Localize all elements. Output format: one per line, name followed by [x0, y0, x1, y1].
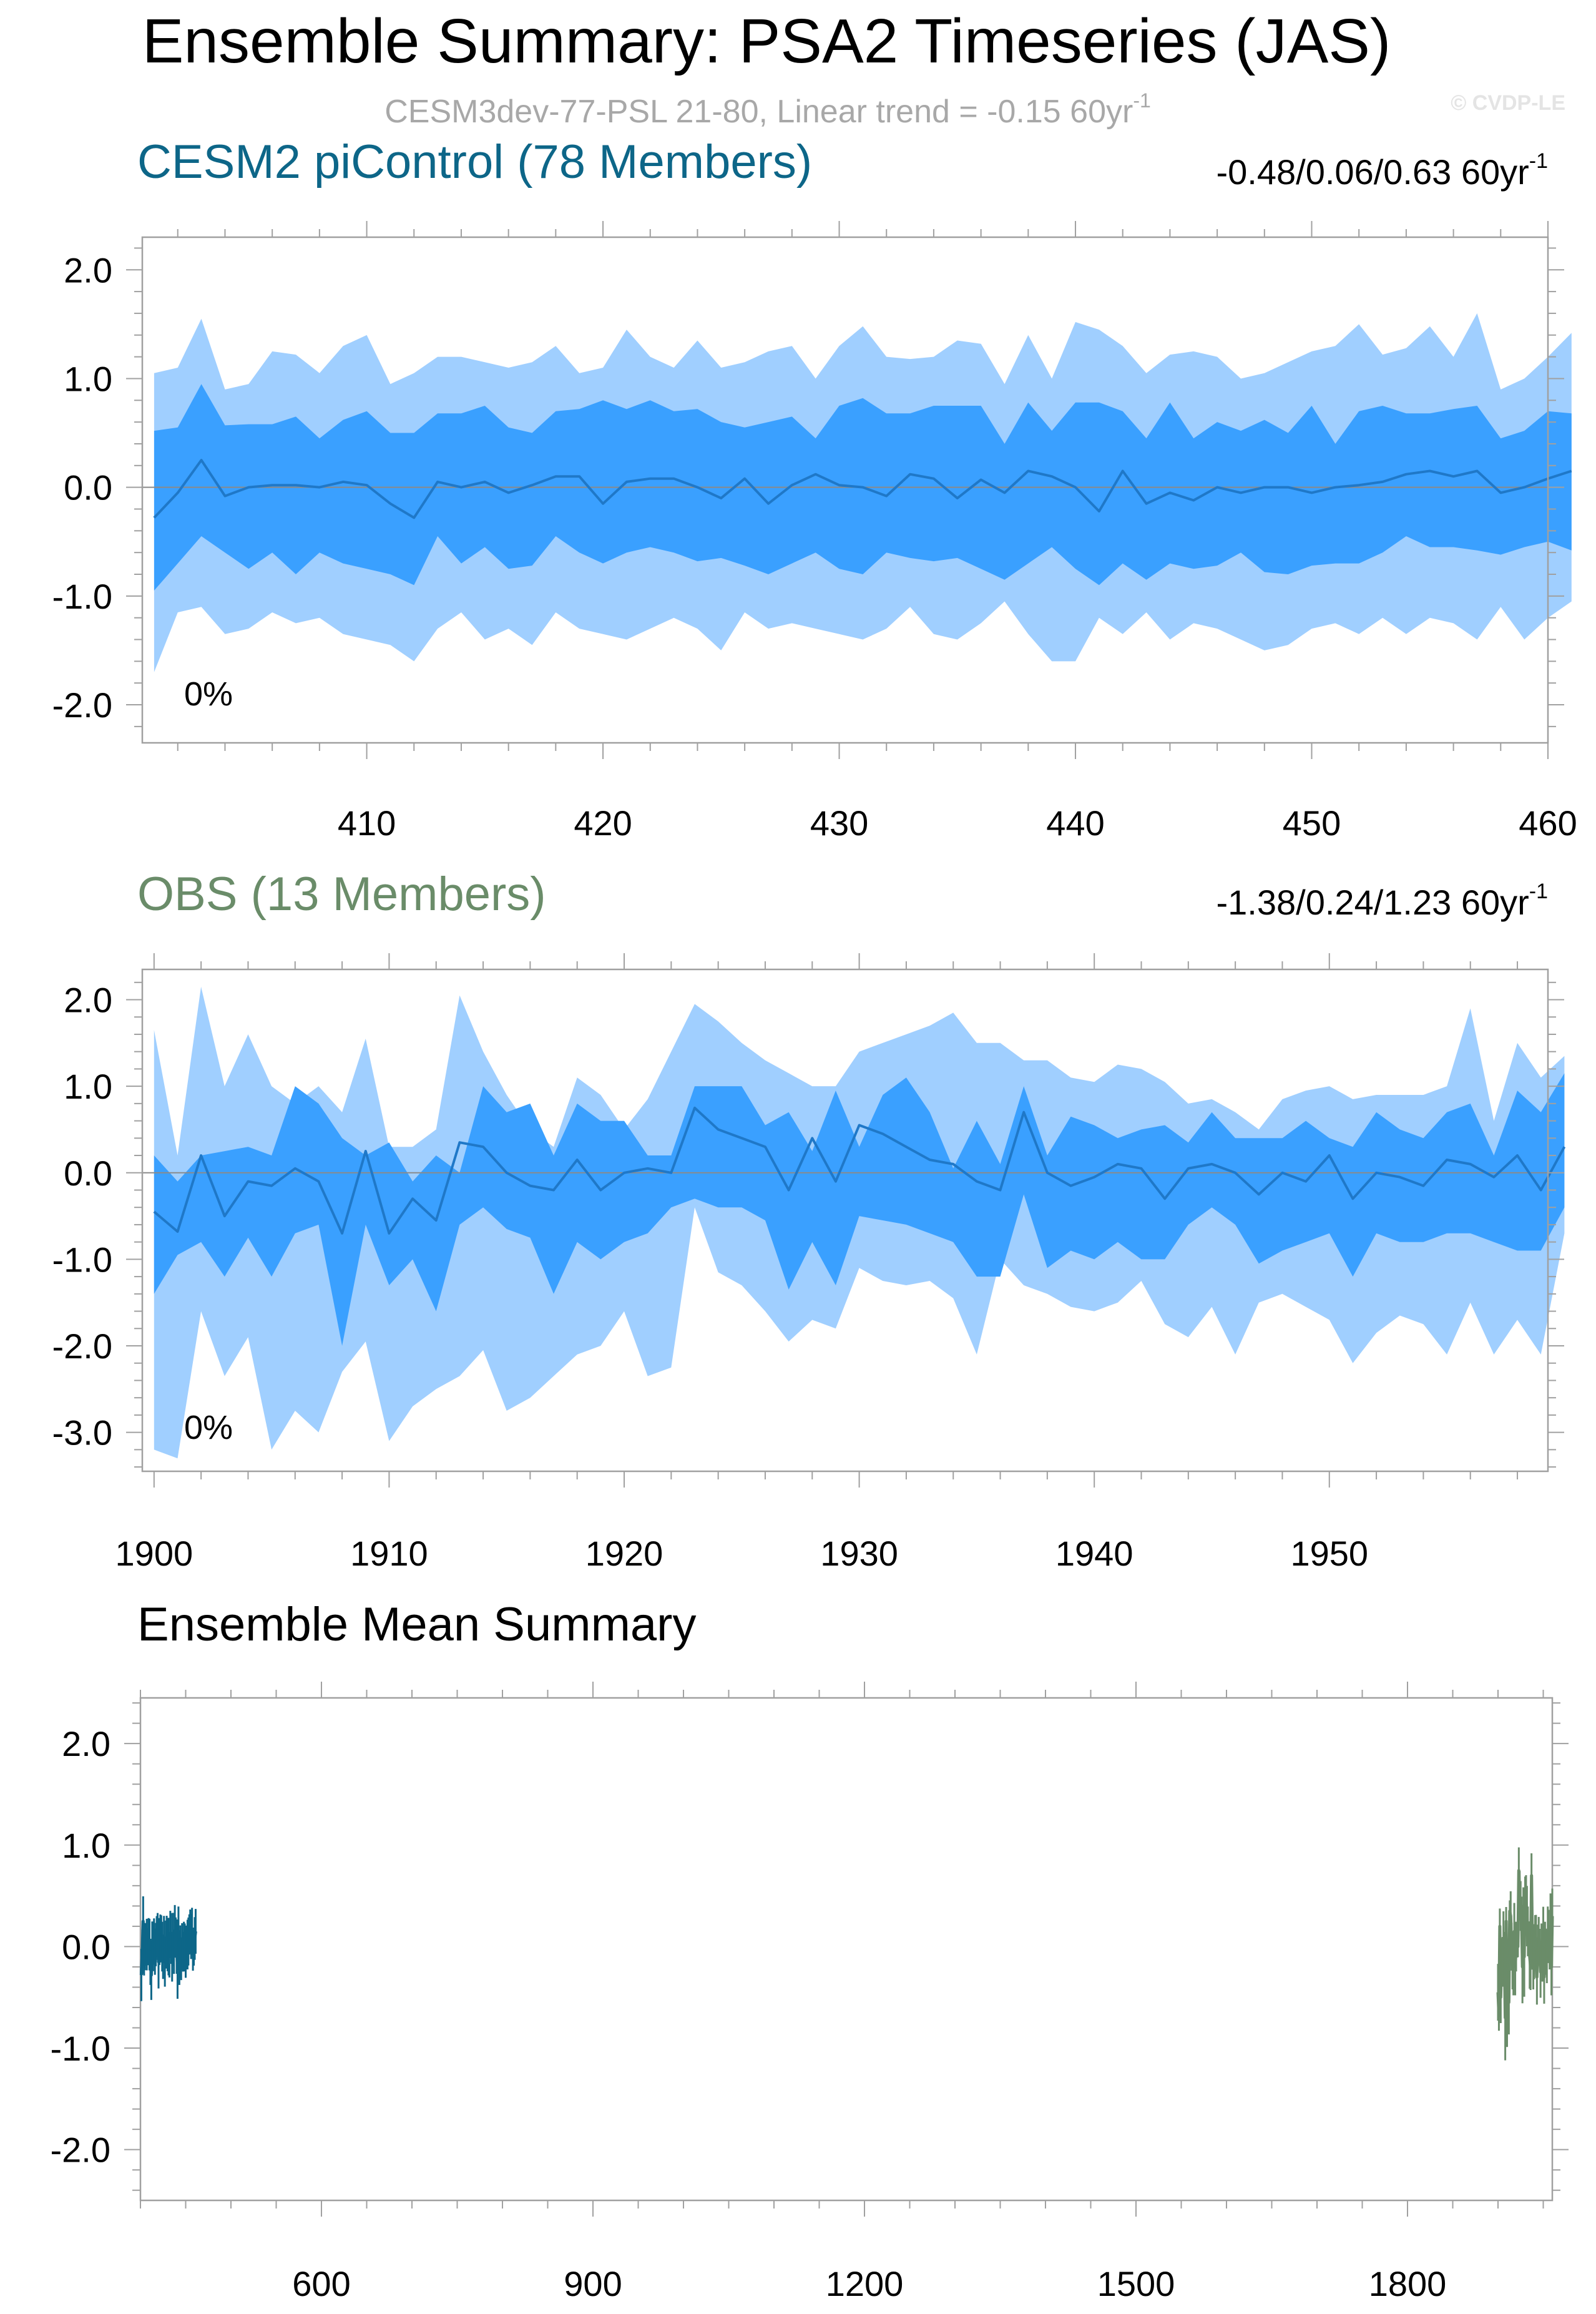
panel3-title: Ensemble Mean Summary — [137, 1598, 696, 1651]
cesm2-percent-label: 0% — [184, 675, 233, 713]
cesm2-xtick-label: 420 — [574, 803, 632, 843]
obs-ytick-label: -1.0 — [52, 1240, 113, 1279]
ensemble-xtick-label: 600 — [292, 2264, 350, 2303]
panel1-trend: -0.48/0.06/0.63 60yr-1 — [1217, 149, 1548, 192]
ensemble-ytick-label: -1.0 — [51, 2029, 111, 2068]
subtitle-superscript: -1 — [1133, 89, 1150, 112]
panel1-trend-text: -0.48/0.06/0.63 60yr — [1217, 152, 1529, 192]
obs-ytick-label: 0.0 — [64, 1154, 112, 1193]
cesm2-xtick-label: 460 — [1519, 803, 1577, 843]
cesm2-ytick-label: 2.0 — [64, 250, 112, 290]
ensemble-ytick-label: 0.0 — [62, 1927, 110, 1966]
panel1-trend-sup: -1 — [1529, 149, 1548, 173]
figure-title: Ensemble Summary: PSA2 Timeseries (JAS) — [142, 6, 1391, 76]
obs-xtick-label: 1920 — [585, 1534, 663, 1573]
panel-obs: 2.0 1.0 0.0 -1.0 -2.0 -3.0 1900 1910 1920 1930 194… — [52, 953, 1566, 1573]
cesm2-ytick-label: 0.0 — [64, 468, 112, 507]
ensemble-xtick-label: 900 — [564, 2264, 622, 2303]
cesm2-ytick-label: -2.0 — [52, 685, 113, 725]
figure-subtitle: CESM3dev-77-PSL 21-80, Linear trend = -0… — [384, 89, 1151, 130]
cesm2-xtick-label: 450 — [1283, 803, 1341, 843]
cesm2-ytick-label: 1.0 — [64, 359, 112, 398]
panel2-trend: -1.38/0.24/1.23 60yr-1 — [1217, 880, 1548, 922]
cesm2-xtick-label: 430 — [810, 803, 868, 843]
cesm2-mean-line — [153, 459, 1572, 519]
obs-xtick-label: 1950 — [1290, 1534, 1368, 1573]
obs-xtick-label: 1930 — [820, 1534, 898, 1573]
cesm2-plot-frame — [141, 236, 1549, 744]
panel-ensemble-mean: 2.0 1.0 0.0 -1.0 -2.0 600 900 1200 1500 1800 — [51, 1682, 1569, 2303]
ensemble-plot-frame — [139, 1697, 1554, 2202]
panel-cesm2-picontrol: 2.0 1.0 0.0 -1.0 -2.0 410 420 430 440 450 460 0% — [52, 221, 1577, 843]
panel2-trend-text: -1.38/0.24/1.23 60yr — [1217, 883, 1529, 922]
obs-mean-line — [153, 1106, 1566, 1235]
obs-range-band — [154, 986, 1565, 1459]
obs-iqr-band — [154, 1073, 1565, 1346]
ensemble-ytick-label: 1.0 — [62, 1826, 110, 1865]
obs-ytick-label: 2.0 — [64, 981, 112, 1020]
panel2-title: OBS (13 Members) — [137, 868, 546, 921]
obs-percent-label: 0% — [184, 1409, 233, 1446]
ensemble-ytick-label: -2.0 — [51, 2130, 111, 2170]
subtitle-text: CESM3dev-77-PSL 21-80, Linear trend = -0… — [384, 94, 1133, 130]
obs-ytick-label: -3.0 — [52, 1413, 113, 1453]
obs-ytick-label: -2.0 — [52, 1326, 113, 1366]
obs-ytick-label: 1.0 — [64, 1067, 112, 1106]
watermark: © CVDP-LE — [1451, 91, 1565, 115]
ensemble-ytick-label: 2.0 — [62, 1724, 110, 1763]
panel2-trend-sup: -1 — [1529, 880, 1548, 903]
ensemble-xtick-label: 1500 — [1097, 2264, 1175, 2303]
cesm2-xtick-label: 410 — [338, 803, 396, 843]
cesm2-xtick-label: 440 — [1046, 803, 1104, 843]
panel1-title: CESM2 piControl (78 Members) — [137, 135, 812, 189]
obs-plot-frame — [141, 968, 1549, 1473]
obs-xtick-label: 1940 — [1055, 1534, 1133, 1573]
obs-xtick-label: 1900 — [115, 1534, 193, 1573]
ensemble-xtick-label: 1800 — [1369, 2264, 1447, 2303]
obs-xtick-label: 1910 — [350, 1534, 428, 1573]
ensemble-xtick-label: 1200 — [826, 2264, 904, 2303]
cesm2-ytick-label: -1.0 — [52, 577, 113, 616]
